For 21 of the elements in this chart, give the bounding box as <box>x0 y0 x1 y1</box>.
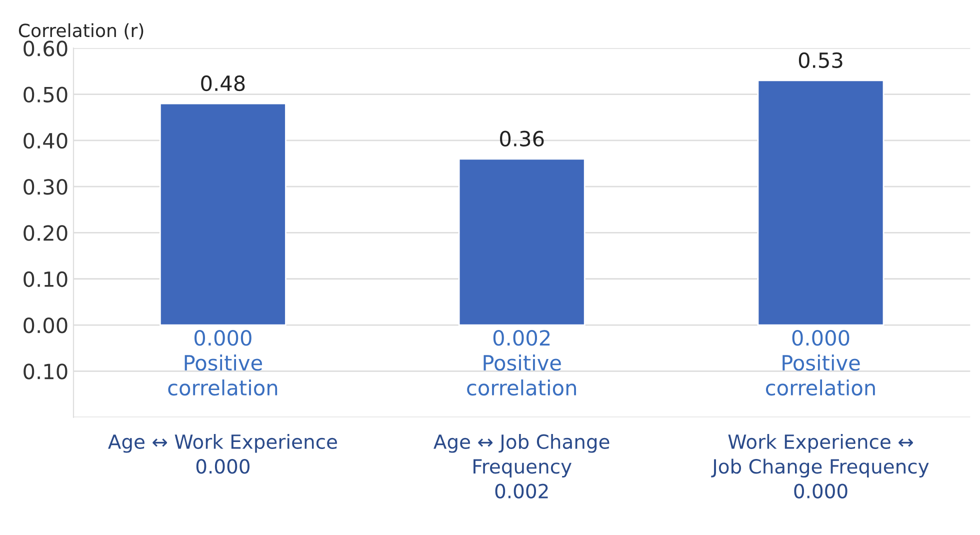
y-tick-label: 0.00 <box>24 317 68 334</box>
bar <box>757 80 884 326</box>
y-tick-label: 0.40 <box>24 132 68 149</box>
data-label: 0.36 <box>500 130 544 147</box>
x-tick-label: Work Experience ↔ Job Change Frequency 0.000 <box>711 434 929 498</box>
x-tick-label: Age ↔ Job Change Frequency 0.002 <box>434 434 610 498</box>
y-tick-label: 0.50 <box>24 86 68 103</box>
annotation: 0.002 Positive correlation <box>467 330 576 396</box>
y-tick-label: 0.30 <box>24 179 68 195</box>
data-label: 0.48 <box>201 75 245 92</box>
bar <box>159 102 286 326</box>
annotation: 0.000 Positive correlation <box>766 330 875 396</box>
bar <box>458 158 586 326</box>
data-label: 0.53 <box>798 52 842 68</box>
annotation: 0.000 Positive correlation <box>168 330 278 396</box>
y-tick-label: 0.10 <box>24 271 68 288</box>
y-tick-label: 0.20 <box>24 225 68 241</box>
x-tick-label: Age ↔ Work Experience 0.000 <box>108 434 337 474</box>
y-axis-title: Correlation (r) <box>18 23 144 40</box>
y-tick-label: 0.60 <box>24 40 68 56</box>
y-tick-label: 0.10 <box>24 364 68 380</box>
